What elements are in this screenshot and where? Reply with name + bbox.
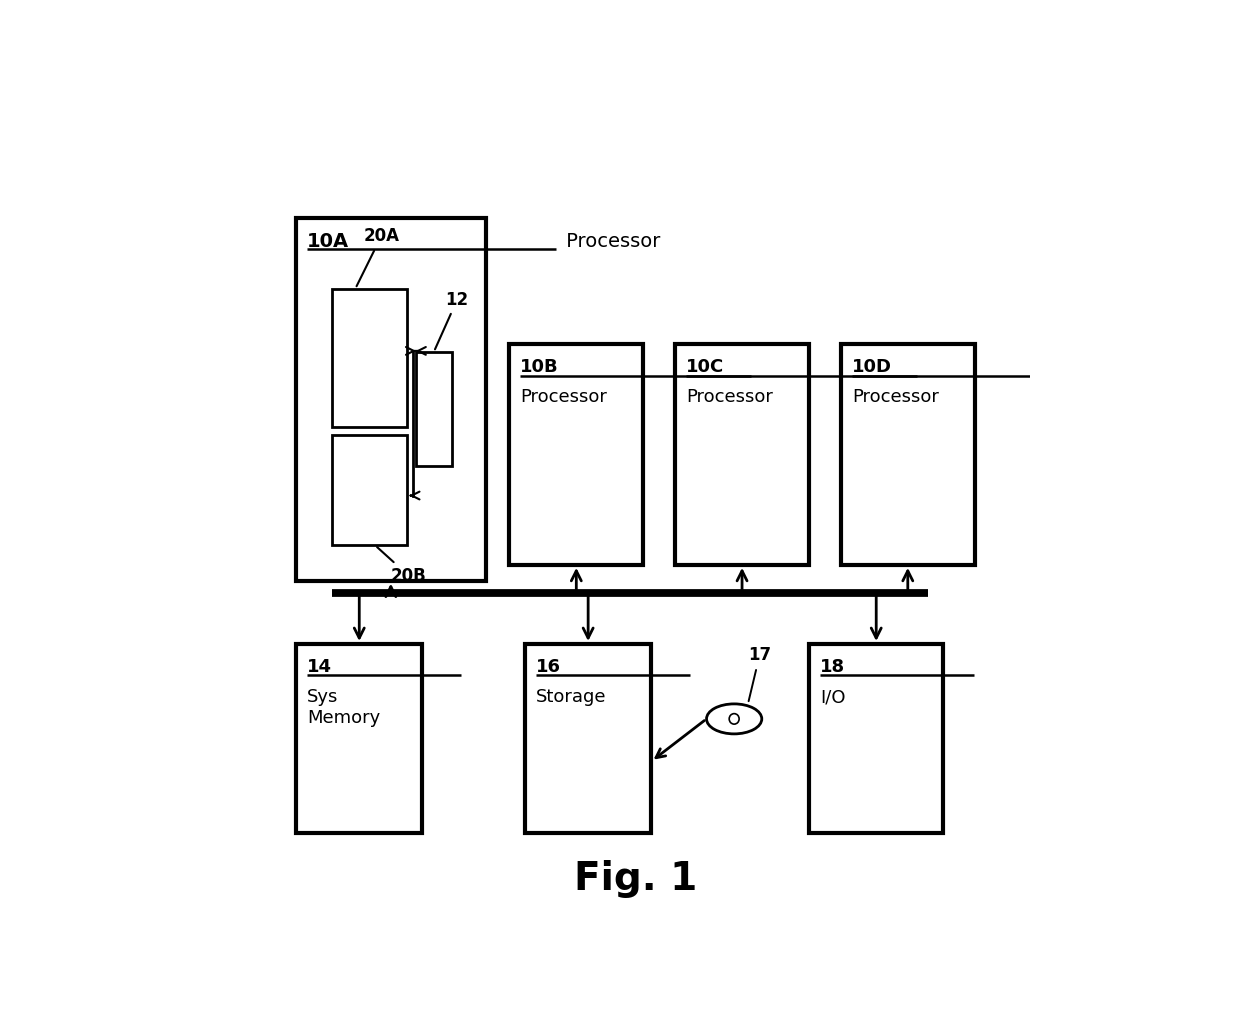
- Bar: [525, 644, 651, 833]
- Bar: [675, 344, 810, 565]
- Text: 20B: 20B: [377, 547, 427, 585]
- Text: 10B: 10B: [521, 358, 559, 376]
- Bar: [331, 435, 407, 545]
- Text: 10D: 10D: [852, 358, 892, 376]
- Text: 16: 16: [536, 658, 560, 677]
- Text: 12: 12: [435, 290, 469, 350]
- Bar: [296, 217, 486, 581]
- Text: 10C: 10C: [686, 358, 724, 376]
- Text: Sys
Memory: Sys Memory: [308, 688, 381, 727]
- Text: Fig. 1: Fig. 1: [574, 860, 697, 898]
- Text: Processor: Processor: [559, 232, 660, 251]
- Text: Storage: Storage: [536, 688, 606, 706]
- Bar: [331, 289, 407, 426]
- Text: I/O: I/O: [820, 688, 846, 706]
- Ellipse shape: [707, 704, 761, 734]
- Text: 20A: 20A: [357, 228, 399, 286]
- Text: 14: 14: [308, 658, 332, 677]
- Text: Processor: Processor: [852, 388, 939, 406]
- Bar: [296, 644, 423, 833]
- Text: 10A: 10A: [308, 232, 350, 251]
- Bar: [417, 352, 451, 466]
- Bar: [841, 344, 975, 565]
- Text: Processor: Processor: [686, 388, 773, 406]
- Text: 18: 18: [820, 658, 846, 677]
- Bar: [510, 344, 644, 565]
- Bar: [810, 644, 944, 833]
- Text: Processor: Processor: [521, 388, 608, 406]
- Text: 17: 17: [748, 647, 771, 701]
- Ellipse shape: [729, 713, 739, 724]
